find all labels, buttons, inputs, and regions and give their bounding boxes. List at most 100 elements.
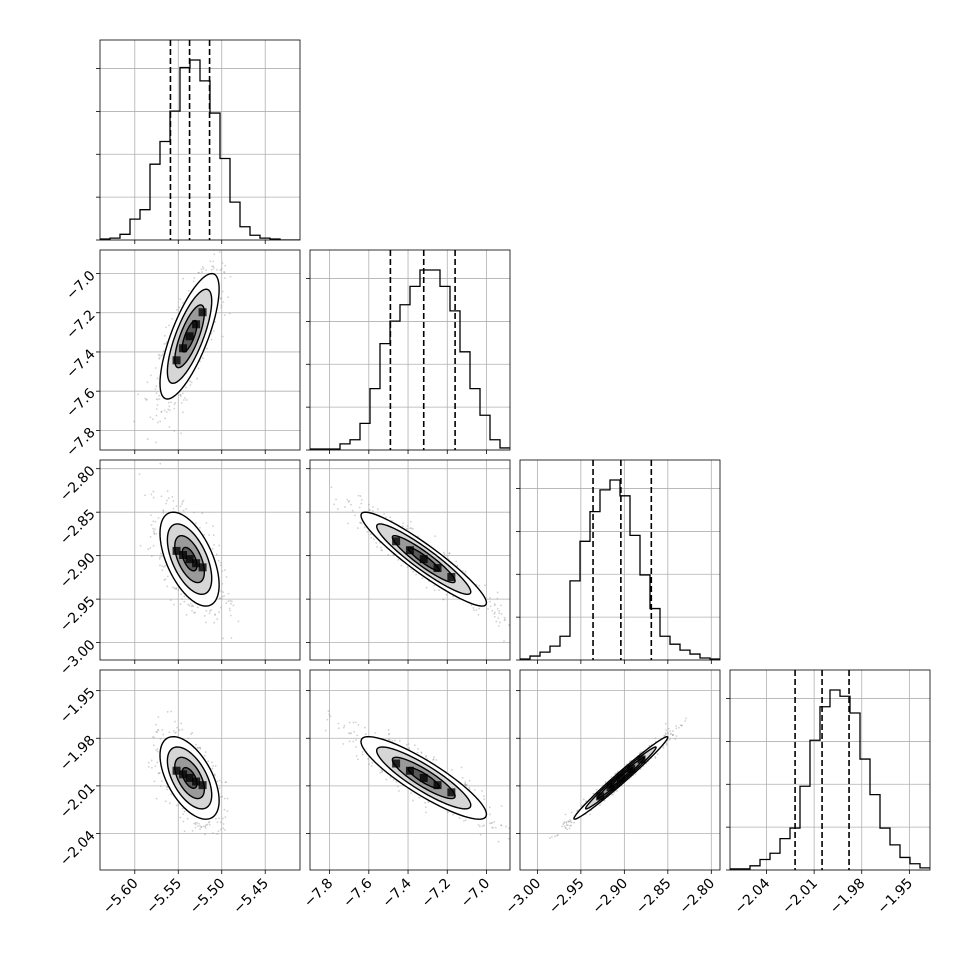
sample-point (226, 797, 229, 800)
sample-point (159, 738, 162, 740)
sample-point (158, 558, 161, 560)
sample-point (150, 766, 153, 769)
sample-point (670, 732, 673, 735)
sample-point (219, 269, 222, 272)
sample-point (199, 746, 201, 749)
sample-point (355, 745, 357, 748)
sample-point (396, 785, 399, 788)
sample-point (610, 776, 613, 778)
sample-point (354, 721, 357, 724)
sample-point (353, 514, 356, 517)
sample-point (359, 495, 362, 497)
sample-point (149, 536, 152, 538)
sample-point (213, 774, 216, 777)
sample-point (196, 377, 198, 380)
sample-point (222, 823, 225, 825)
sample-point (215, 553, 218, 556)
sample-point (218, 611, 220, 613)
sample-point (208, 820, 211, 823)
sample-point (158, 771, 161, 774)
sample-point (442, 598, 444, 601)
panel-frame (99, 39, 301, 241)
sample-point (392, 778, 395, 781)
sample-point (371, 510, 374, 512)
sample-point (179, 395, 182, 398)
x-tick-label: −5.60 (100, 876, 142, 918)
density-block (185, 773, 194, 782)
density-block (172, 546, 181, 555)
sample-point (662, 746, 665, 749)
sample-point (155, 392, 158, 395)
sample-point (417, 535, 419, 538)
sample-point (193, 511, 195, 514)
sample-point (197, 271, 200, 274)
sample-point (159, 462, 162, 465)
sample-point (169, 409, 171, 412)
density-block (198, 563, 207, 572)
sample-point (570, 811, 573, 814)
density-block (179, 551, 188, 560)
sample-point (550, 836, 553, 838)
sample-point (376, 508, 379, 511)
sample-point (182, 277, 185, 280)
density-block (405, 766, 414, 775)
sample-point (209, 610, 211, 612)
sample-point (562, 823, 565, 826)
sample-point (153, 532, 156, 534)
sample-point (372, 506, 374, 508)
sample-point (425, 586, 428, 589)
sample-point (409, 527, 411, 530)
sample-point (137, 393, 140, 396)
x-tick-label: −2.04 (732, 875, 774, 917)
sample-point (432, 758, 435, 761)
sample-point (468, 779, 471, 782)
sample-point (189, 602, 192, 605)
sample-point (183, 810, 186, 813)
sample-point (203, 534, 205, 536)
sample-point (204, 833, 207, 836)
sample-point (226, 810, 229, 813)
y-tick-label: −3.00 (57, 637, 99, 679)
sample-point (185, 386, 187, 389)
density-block (192, 777, 201, 786)
sample-point (219, 564, 222, 567)
sample-point (461, 776, 464, 779)
sample-point (330, 486, 333, 489)
sample-point (190, 605, 193, 608)
sample-point (208, 612, 211, 615)
sample-point (417, 747, 419, 750)
sample-point (160, 354, 163, 357)
sample-point (359, 522, 362, 524)
sample-point (174, 731, 176, 734)
scatter-points (330, 486, 510, 643)
sample-point (504, 618, 507, 621)
sample-point (172, 500, 175, 502)
sample-point (175, 804, 178, 807)
sample-point (173, 587, 176, 590)
sample-point (159, 564, 161, 567)
sample-point (181, 411, 184, 414)
x-tick-label: −7.4 (380, 875, 415, 910)
sample-point (478, 607, 480, 610)
sample-point (216, 618, 219, 620)
sample-point (349, 732, 352, 735)
sample-point (383, 513, 385, 515)
density-core (172, 546, 207, 572)
sample-point (177, 803, 180, 806)
sample-point (388, 738, 391, 741)
sample-point (604, 780, 607, 783)
sample-point (674, 738, 677, 740)
sample-point (158, 357, 160, 360)
sample-point (200, 825, 203, 828)
y-tick-label: −2.95 (57, 593, 99, 635)
sample-point (193, 277, 196, 279)
sample-point (565, 824, 568, 826)
sample-point (585, 800, 588, 803)
sample-point (161, 780, 163, 783)
sample-point (214, 765, 217, 767)
density-core (596, 755, 646, 801)
sample-point (172, 730, 175, 732)
density-block (185, 555, 194, 564)
sample-point (198, 271, 200, 274)
sample-point (616, 790, 618, 792)
